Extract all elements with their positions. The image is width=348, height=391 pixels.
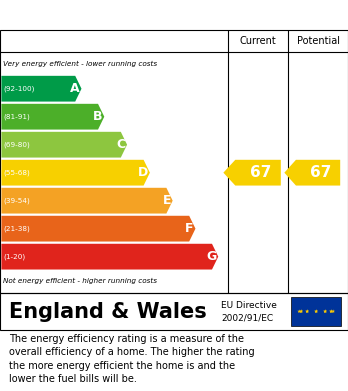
Text: (92-100): (92-100) — [3, 86, 35, 92]
Text: ★: ★ — [322, 309, 327, 314]
Text: D: D — [138, 166, 148, 179]
Text: EU Directive: EU Directive — [221, 301, 277, 310]
Text: ★: ★ — [329, 309, 333, 314]
Text: B: B — [93, 110, 103, 123]
Polygon shape — [1, 76, 81, 102]
Text: G: G — [206, 250, 216, 263]
Polygon shape — [284, 160, 340, 186]
Text: ★: ★ — [331, 309, 335, 314]
Text: ★: ★ — [329, 309, 333, 314]
Text: ★: ★ — [305, 309, 309, 314]
Text: (1-20): (1-20) — [3, 253, 26, 260]
Text: E: E — [163, 194, 171, 207]
Text: ★: ★ — [322, 309, 327, 314]
Text: (21-38): (21-38) — [3, 225, 30, 232]
Text: 67: 67 — [310, 165, 331, 180]
Text: (81-91): (81-91) — [3, 113, 30, 120]
Text: (55-68): (55-68) — [3, 169, 30, 176]
Text: Very energy efficient - lower running costs: Very energy efficient - lower running co… — [3, 61, 158, 67]
Text: (69-80): (69-80) — [3, 142, 30, 148]
Text: C: C — [116, 138, 125, 151]
Text: F: F — [185, 222, 194, 235]
Bar — [291, 298, 341, 326]
Text: Not energy efficient - higher running costs: Not energy efficient - higher running co… — [3, 278, 158, 284]
Text: England & Wales: England & Wales — [9, 301, 206, 321]
Polygon shape — [1, 188, 173, 213]
Text: ★: ★ — [299, 309, 303, 314]
Polygon shape — [1, 216, 196, 242]
Text: 67: 67 — [250, 165, 271, 180]
Text: Current: Current — [240, 36, 276, 46]
Text: The energy efficiency rating is a measure of the
overall efficiency of a home. T: The energy efficiency rating is a measur… — [9, 334, 254, 384]
Text: ★: ★ — [305, 309, 309, 314]
Text: ★: ★ — [314, 309, 318, 314]
Polygon shape — [1, 160, 150, 186]
Text: A: A — [70, 82, 80, 95]
Text: ★: ★ — [299, 309, 303, 314]
Text: 2002/91/EC: 2002/91/EC — [221, 314, 273, 323]
Polygon shape — [223, 160, 281, 186]
Text: Potential: Potential — [296, 36, 340, 46]
Polygon shape — [1, 132, 127, 158]
Text: ★: ★ — [314, 309, 318, 314]
Text: Energy Efficiency Rating: Energy Efficiency Rating — [9, 7, 219, 23]
Polygon shape — [1, 244, 218, 269]
Text: (39-54): (39-54) — [3, 197, 30, 204]
Text: ★: ★ — [296, 309, 301, 314]
Polygon shape — [1, 104, 104, 129]
